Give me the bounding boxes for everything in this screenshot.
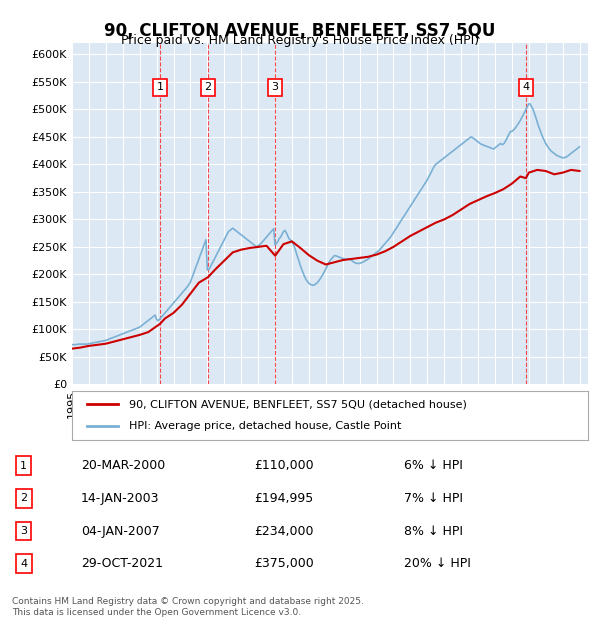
- Text: Contains HM Land Registry data © Crown copyright and database right 2025.
This d: Contains HM Land Registry data © Crown c…: [12, 598, 364, 617]
- Text: 29-OCT-2021: 29-OCT-2021: [81, 557, 163, 570]
- Text: 14-JAN-2003: 14-JAN-2003: [81, 492, 160, 505]
- Text: 20-MAR-2000: 20-MAR-2000: [81, 459, 166, 472]
- Text: HPI: Average price, detached house, Castle Point: HPI: Average price, detached house, Cast…: [129, 422, 401, 432]
- Text: 1: 1: [157, 82, 163, 92]
- Text: £375,000: £375,000: [254, 557, 314, 570]
- Text: £110,000: £110,000: [254, 459, 314, 472]
- Text: Price paid vs. HM Land Registry's House Price Index (HPI): Price paid vs. HM Land Registry's House …: [121, 34, 479, 47]
- Text: 4: 4: [20, 559, 27, 569]
- Text: 20% ↓ HPI: 20% ↓ HPI: [404, 557, 470, 570]
- Text: 4: 4: [523, 82, 529, 92]
- Text: 7% ↓ HPI: 7% ↓ HPI: [404, 492, 463, 505]
- Text: 04-JAN-2007: 04-JAN-2007: [81, 525, 160, 538]
- Text: 6% ↓ HPI: 6% ↓ HPI: [404, 459, 463, 472]
- Text: 3: 3: [20, 526, 27, 536]
- Text: 90, CLIFTON AVENUE, BENFLEET, SS7 5QU: 90, CLIFTON AVENUE, BENFLEET, SS7 5QU: [104, 22, 496, 40]
- Text: £194,995: £194,995: [254, 492, 313, 505]
- Text: 90, CLIFTON AVENUE, BENFLEET, SS7 5QU (detached house): 90, CLIFTON AVENUE, BENFLEET, SS7 5QU (d…: [129, 399, 467, 409]
- Text: £234,000: £234,000: [254, 525, 313, 538]
- Text: 3: 3: [272, 82, 278, 92]
- Text: 1: 1: [20, 461, 27, 471]
- Text: 2: 2: [205, 82, 212, 92]
- Text: 8% ↓ HPI: 8% ↓ HPI: [404, 525, 463, 538]
- Text: 2: 2: [20, 494, 27, 503]
